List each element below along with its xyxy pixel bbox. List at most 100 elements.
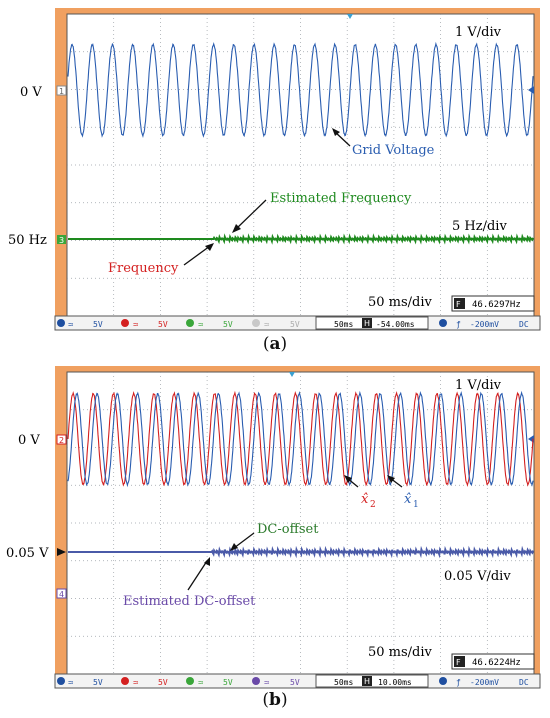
frequency-arrow [183, 245, 211, 266]
series-dc-offset [68, 545, 534, 559]
trigger-ch-icon-b [439, 677, 447, 685]
svg-text:≕: ≕ [264, 678, 269, 687]
estimated-frequency-label: Estimated Frequency [270, 191, 412, 206]
series-frequency [68, 233, 534, 245]
timebase-a: 50ms [334, 320, 353, 329]
timebase-b: 50ms [334, 678, 353, 687]
bezel-top-a [55, 8, 540, 14]
trigger-level-a: -200mV [470, 320, 499, 329]
h-position-b: 10.00ms [378, 678, 412, 687]
svg-text:≕: ≕ [133, 678, 138, 687]
dc-offset-arrow [233, 532, 255, 549]
estimated-dc-offset-label: Estimated DC-offset [123, 594, 256, 609]
f-icon-a [454, 298, 465, 309]
x2-arrowhead [344, 475, 352, 483]
x2-sub: 2 [370, 500, 376, 510]
ch4-marker-label-b: 4 [59, 590, 64, 599]
trigger-readout-box-a [451, 295, 535, 312]
fdiv-label: 5 Hz/div [452, 219, 507, 234]
series-x2 [67, 390, 534, 488]
ch2-icon-a [121, 319, 129, 327]
grid-voltage-label: Grid Voltage [352, 143, 435, 158]
coupling-b: DC [519, 678, 529, 687]
ch2-scale-b: 5V [158, 678, 168, 687]
svg-text:≕: ≕ [133, 320, 138, 329]
ch1-marker-a [56, 85, 67, 96]
estimated-frequency-arrowhead [232, 224, 241, 233]
x1-arrowhead [387, 475, 395, 483]
ch4-scale-b: 5V [290, 678, 300, 687]
svg-text:ƒ: ƒ [456, 678, 461, 687]
x2-label: x̂ [361, 492, 369, 507]
frequency-label: Frequency [108, 261, 179, 276]
svg-text:≕: ≕ [264, 320, 269, 329]
screen-a [66, 13, 535, 317]
oscilloscope-a: 1 3 0 V 50 Hz 1 V/div 5 Hz/div 50 ms/div… [8, 8, 541, 331]
bezel-right-b [534, 366, 540, 678]
freq-level-label: 50 Hz [8, 233, 47, 248]
ch2-icon-b [121, 677, 129, 685]
vdiv-label-a: 1 V/div [455, 25, 502, 40]
dc-offset-label: DC-offset [257, 522, 319, 537]
estimated-dc-offset-arrowhead [204, 557, 210, 566]
x1-sub: 1 [413, 500, 419, 510]
dcdiv-label: 0.05 V/div [444, 569, 511, 584]
ch1-scale-b: 5V [93, 678, 103, 687]
svg-text:≕: ≕ [68, 320, 73, 329]
caption-a: (a) [262, 334, 288, 354]
caption-b: (b) [262, 690, 288, 710]
grid-voltage-arrowhead [332, 128, 340, 136]
svg-text:ƒ: ƒ [456, 320, 461, 329]
frequency-arrowhead [205, 243, 214, 251]
ch2-marker-label-b: 2 [59, 436, 64, 445]
estimated-dc-offset-arrow [187, 560, 208, 591]
panel-a: 1 3 0 V 50 Hz 1 V/div 5 Hz/div 50 ms/div… [0, 0, 550, 356]
dc-offset-arrowhead [230, 543, 238, 551]
ch3-marker-a [57, 235, 66, 244]
svg-text:≕: ≕ [198, 320, 203, 329]
dc-ref-arrow-b [57, 548, 66, 556]
ch2-marker-b [56, 434, 67, 445]
ch4-scale-a: 5V [290, 320, 300, 329]
ch3-scale-a: 5V [223, 320, 233, 329]
zero-level-label-b: 0 V [18, 433, 40, 448]
ch1-scale-a: 5V [93, 320, 103, 329]
ch2-scale-a: 5V [158, 320, 168, 329]
svg-text:H: H [364, 677, 370, 686]
trigger-level-b: -200mV [470, 678, 499, 687]
ch3-icon-b [186, 677, 194, 685]
trigger-readout-box-b [451, 653, 535, 670]
ch4-marker-b [56, 588, 67, 599]
svg-text:H: H [364, 319, 370, 328]
series-grid-voltage [67, 41, 534, 138]
ch4-icon-a [252, 319, 260, 327]
tdiv-label-b: 50 ms/div [368, 645, 433, 660]
tdiv-label-a: 50 ms/div [368, 295, 433, 310]
estimated-frequency-arrow [235, 199, 267, 230]
zero-level-label-a: 0 V [20, 85, 42, 100]
trigger-marker-b [289, 372, 295, 377]
svg-text:≕: ≕ [198, 678, 203, 687]
ch1-icon-b [57, 677, 65, 685]
coupling-a: DC [519, 320, 529, 329]
caption-a-letter: a [269, 334, 281, 354]
screen-b [66, 371, 535, 675]
ch3-scale-b: 5V [223, 678, 233, 687]
vdiv-label-b: 1 V/div [455, 378, 502, 393]
caption-b-letter: b [269, 690, 281, 710]
f-icon-b [454, 656, 465, 667]
bezel-right-a [534, 8, 540, 320]
bezel-top-b [55, 366, 540, 372]
trigger-readout-b: 46.6224Hz [472, 658, 521, 668]
x1-label: x̂ [404, 492, 412, 507]
trigger-readout-a: 46.6297Hz [472, 300, 521, 310]
f-icon-text-b: F [456, 658, 461, 667]
h-position-a: -54.00ms [376, 320, 415, 329]
ch4-icon-b [252, 677, 260, 685]
dc-level-label: 0.05 V [6, 546, 49, 561]
bezel-left-b [55, 366, 67, 678]
status-bar-a: ≕ 5V ≕ 5V ≕ 5V ≕ 5V 50ms H -54.00ms ƒ -2… [54, 315, 541, 331]
bezel-left-a [55, 8, 67, 320]
panel-b: 2 4 0 V 0.05 V 1 V/div 0.05 V/div 50 ms/… [0, 362, 550, 718]
trigger-marker-a [347, 14, 353, 19]
